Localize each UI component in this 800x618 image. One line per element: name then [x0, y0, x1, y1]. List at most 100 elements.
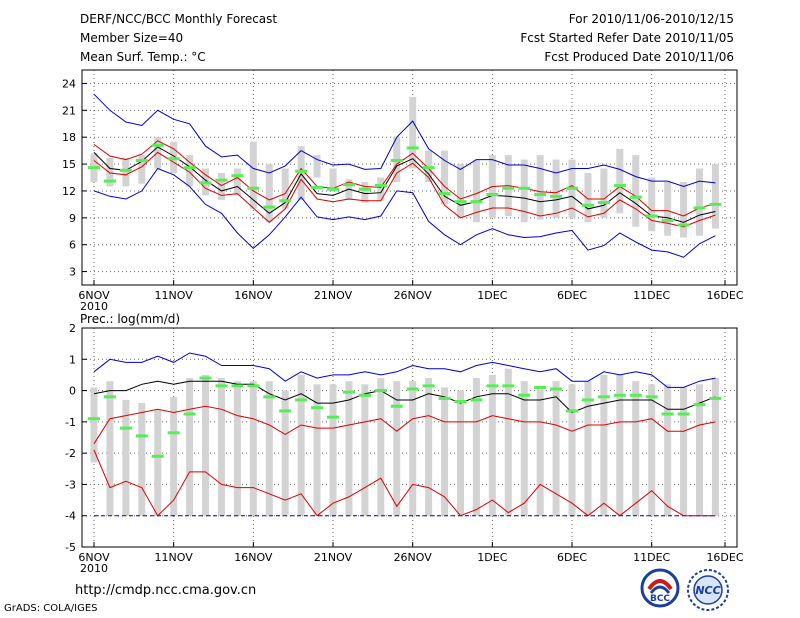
temp-mean-day-26: [486, 193, 499, 197]
temp-box-day-35: [632, 155, 640, 227]
prec-xtick-label: 6NOV: [78, 551, 110, 564]
temp-mean-day-14: [295, 169, 308, 173]
prec-box-day-39: [696, 384, 704, 516]
prec-mean-day-36: [645, 395, 658, 399]
prec-mean-day-14: [295, 398, 308, 402]
prec-box-day-17: [345, 381, 353, 516]
temp-box-day-18: [361, 181, 369, 203]
temp-ytick-label: 12: [62, 185, 76, 198]
prec-box-day-31: [568, 384, 576, 516]
prec-mean-day-1: [88, 417, 100, 421]
prec-box-day-35: [632, 381, 640, 516]
prec-mean-day-39: [693, 403, 706, 407]
prec-mean-day-25: [470, 398, 483, 402]
prec-box-day-20: [393, 381, 401, 516]
prec-box-day-30: [552, 381, 560, 516]
prec-mean-day-23: [438, 396, 451, 400]
temp-box-day-28: [520, 159, 528, 223]
temp-xtick-label: 11NOV: [155, 289, 194, 302]
temp-xtick-label: 6DEC: [557, 289, 587, 302]
temp-mean-day-8: [199, 181, 212, 185]
temp-mean-day-24: [454, 200, 467, 204]
temp-mean-day-35: [629, 195, 642, 199]
temp-mean-day-23: [438, 192, 451, 196]
temp-xtick-label: 16NOV: [234, 289, 273, 302]
temp-xtick-label: 16DEC: [706, 289, 743, 302]
variable-label: Mean Surf. Temp.: °C: [80, 50, 206, 64]
temp-box-day-10: [233, 168, 241, 196]
refer-date: Fcst Started Refer Date 2010/11/05: [520, 31, 734, 45]
prec-xtick-label: 6DEC: [557, 551, 587, 564]
temp-xtick-label: 21NOV: [314, 289, 353, 302]
prec-box-day-1: [90, 387, 98, 463]
temp-mean-day-27: [502, 186, 515, 190]
prec-mean-day-24: [454, 400, 467, 404]
prec-mean-day-29: [534, 385, 547, 389]
temp-box-day-38: [680, 181, 688, 238]
prec-line-min: [93, 449, 716, 517]
temp-mean-day-4: [135, 158, 148, 162]
prec-mean-day-6: [167, 431, 180, 435]
prec-line-q3: [93, 380, 716, 414]
temp-line-q3: [93, 140, 716, 217]
forecast-period: For 2010/11/06-2010/12/15: [568, 12, 734, 26]
prec-mean-day-37: [661, 412, 674, 416]
temp-box-day-34: [616, 148, 624, 214]
prec-mean-day-15: [311, 406, 324, 410]
temp-line-median: [93, 146, 716, 223]
temp-box-day-11: [249, 141, 257, 209]
prec-mean-day-4: [135, 434, 148, 438]
temp-box-day-36: [648, 177, 656, 232]
temp-mean-day-37: [661, 219, 674, 222]
prec-box-day-26: [488, 374, 496, 516]
prec-box-day-40: [711, 378, 719, 516]
temp-mean-day-12: [263, 205, 276, 209]
temp-ytick-label: 9: [69, 212, 76, 225]
prec-mean-day-28: [518, 393, 531, 397]
temp-mean-day-9: [215, 178, 228, 182]
prec-box-day-12: [265, 381, 273, 516]
temp-mean-day-13: [279, 199, 292, 203]
temp-box-day-37: [664, 181, 672, 236]
temp-xtick-label: 1DEC: [477, 289, 507, 302]
temp-box-day-3: [122, 157, 130, 187]
temp-mean-day-30: [550, 194, 563, 198]
prec-box-day-16: [329, 384, 337, 516]
source-url[interactable]: http://cmdp.ncc.cma.gov.cn: [75, 583, 257, 598]
temp-mean-day-1: [88, 166, 100, 170]
prec-box-day-28: [520, 381, 528, 516]
temp-mean-day-33: [597, 201, 610, 205]
prec-mean-day-2: [103, 395, 116, 399]
prec-box-day-27: [504, 368, 512, 516]
prec-mean-day-16: [327, 415, 340, 419]
prec-mean-day-17: [342, 390, 355, 394]
prec-ytick-label: 2: [69, 322, 76, 335]
prec-box-day-4: [138, 403, 146, 516]
temp-box-day-32: [584, 173, 592, 223]
prec-frame: [81, 327, 738, 548]
prec-box-day-18: [361, 384, 369, 516]
prec-mean-day-20: [390, 404, 403, 408]
temp-box-day-29: [536, 155, 544, 220]
temp-box-day-16: [329, 168, 337, 191]
temp-xtick-label: 6NOV: [78, 289, 110, 302]
temp-box-day-14: [297, 146, 305, 200]
temp-ytick-label: 21: [62, 104, 76, 117]
temp-mean-day-11: [247, 186, 260, 190]
prec-box-day-15: [313, 384, 321, 516]
prec-xtick-label: 11DEC: [633, 551, 670, 564]
prec-ytick-label: -3: [65, 478, 76, 491]
temp-xtick-sublabel: 2010: [80, 300, 108, 313]
prec-mean-day-34: [613, 393, 626, 397]
temp-box-day-4: [138, 155, 146, 184]
temp-mean-day-3: [119, 168, 132, 172]
member-size: Member Size=40: [80, 31, 184, 45]
prec-box-day-24: [456, 390, 464, 516]
prec-xtick-label: 26NOV: [394, 551, 433, 564]
temp-mean-day-5: [151, 143, 164, 147]
prec-box-day-2: [106, 381, 114, 516]
temp-box-day-15: [313, 155, 321, 178]
prec-box-day-10: [233, 381, 241, 516]
